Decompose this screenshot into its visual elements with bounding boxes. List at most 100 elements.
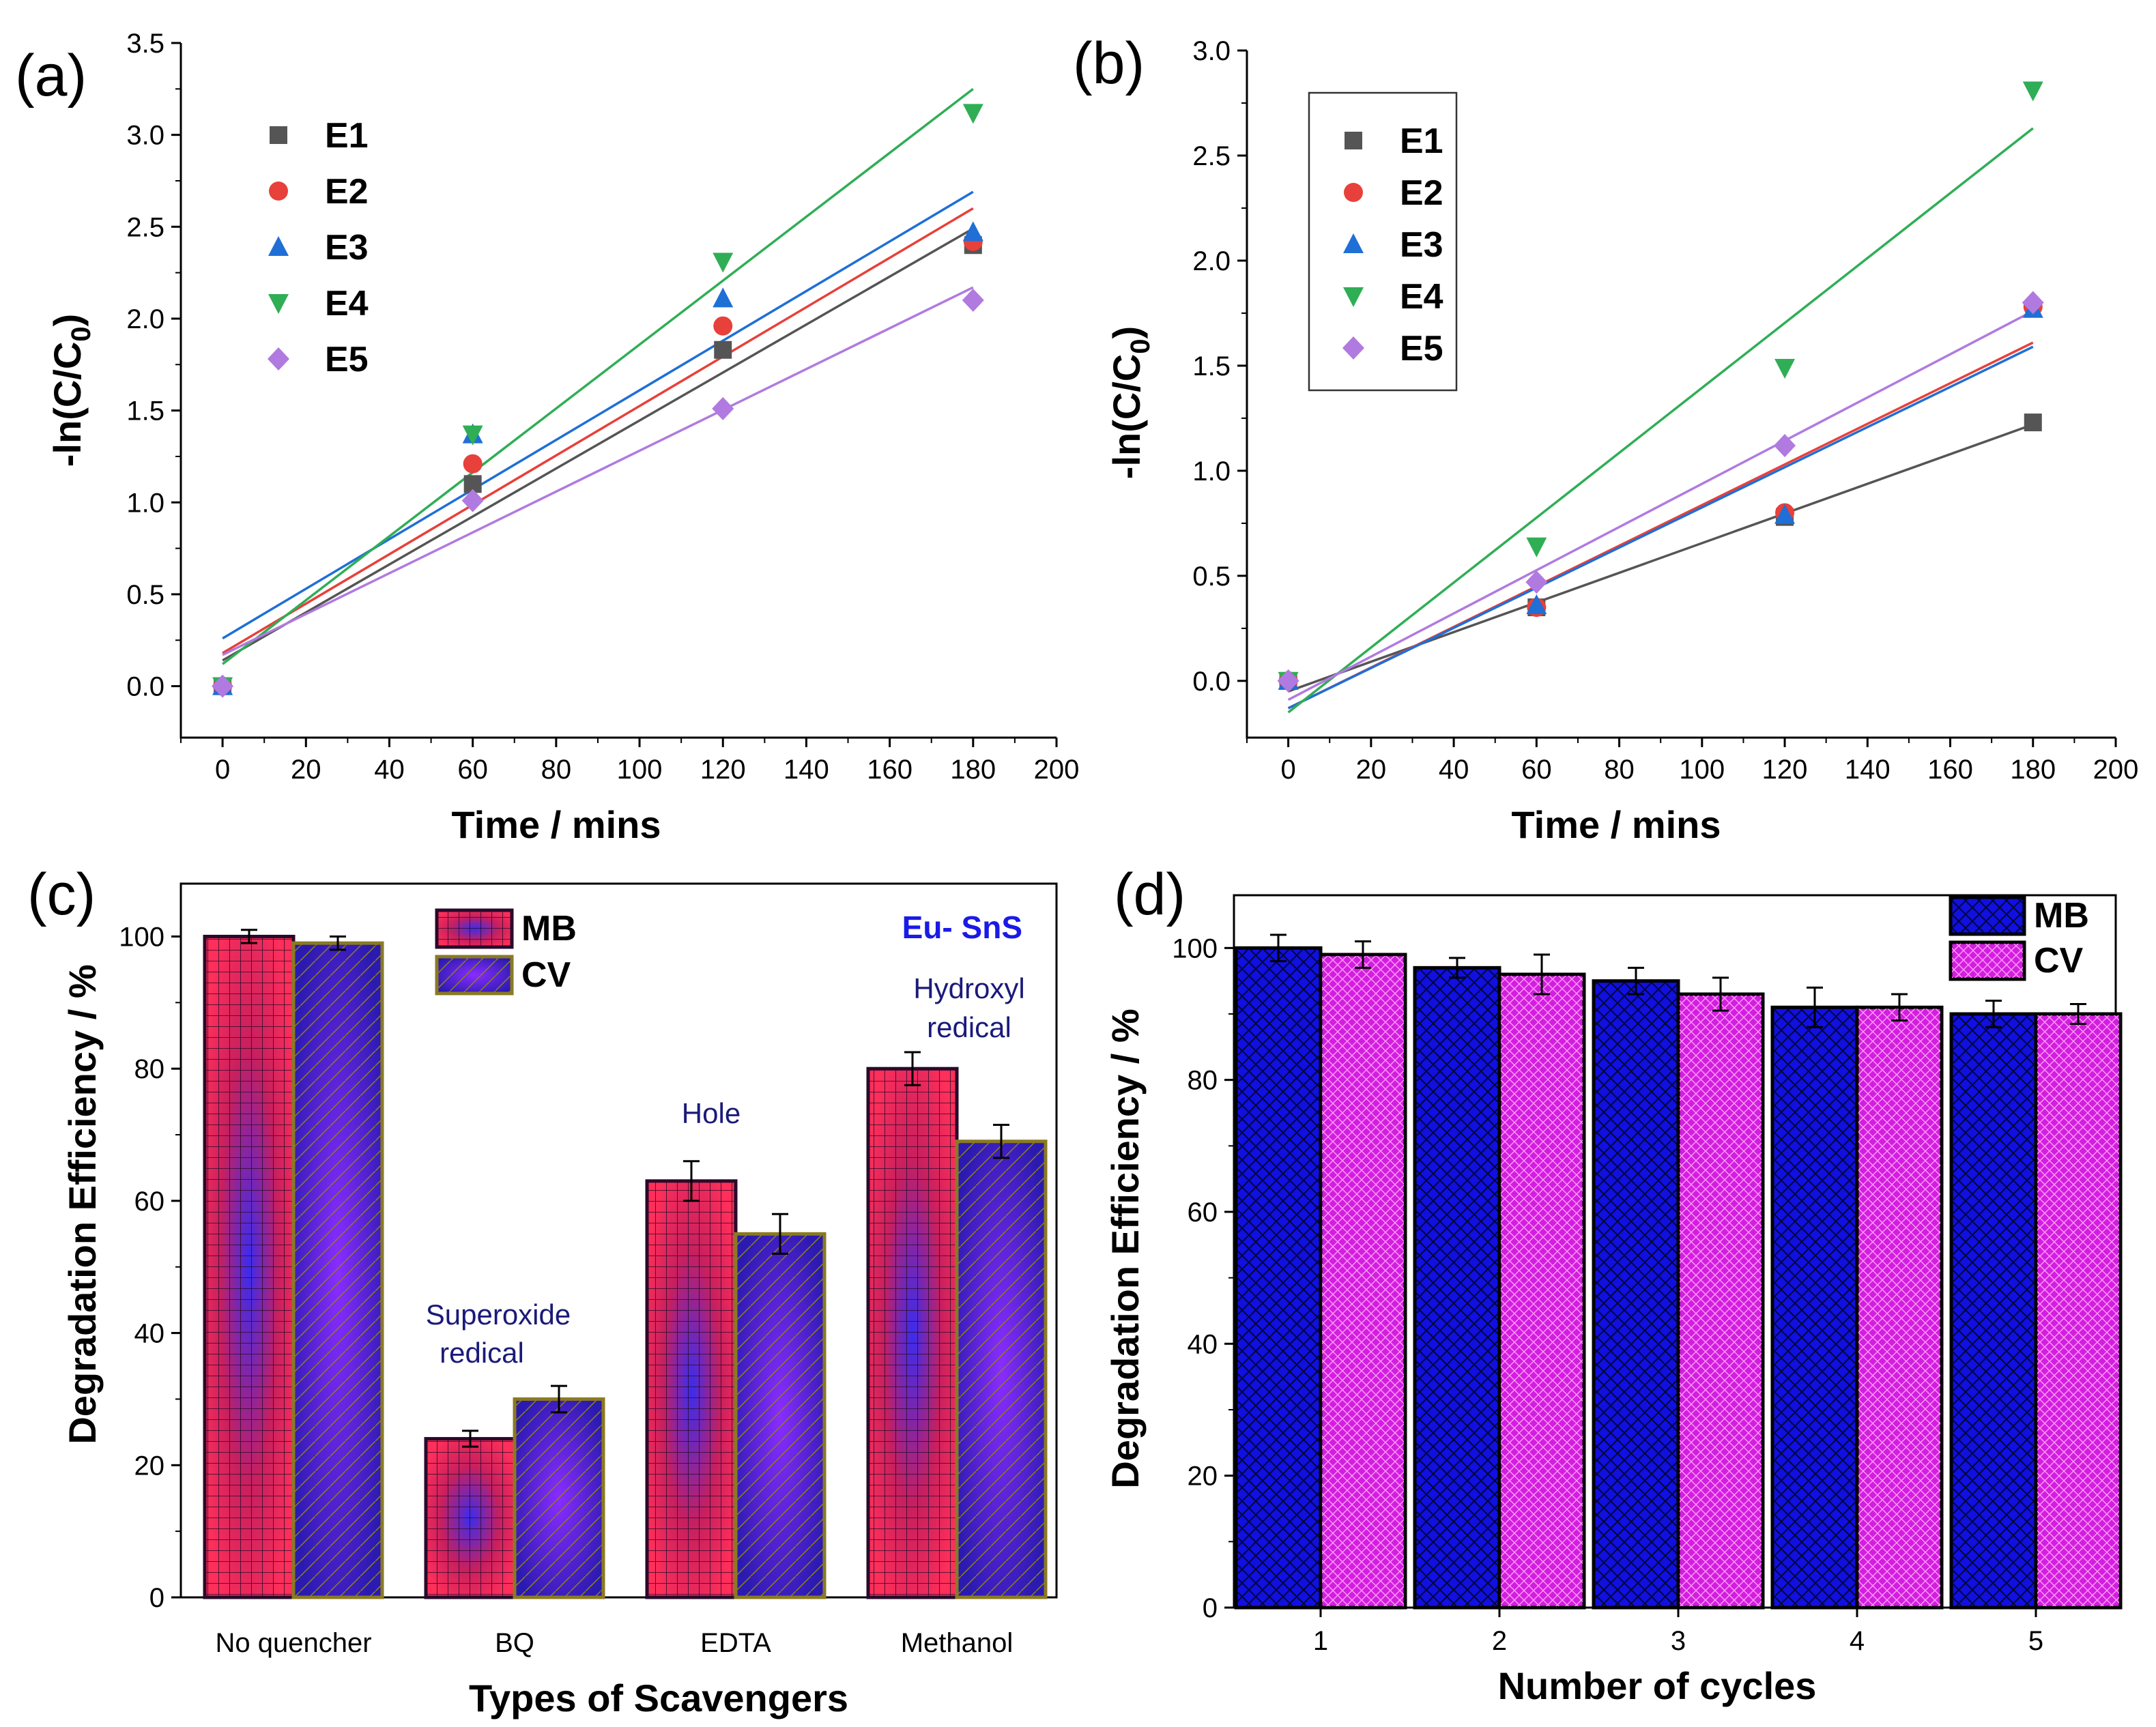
panel-c-x-axis-title: Types of Scavengers — [469, 1677, 848, 1719]
data-point-e5 — [2022, 291, 2044, 315]
legend-swatch-pattern — [1952, 944, 2023, 978]
x-tick-label: 140 — [1845, 755, 1891, 785]
legend-swatch-pattern — [438, 958, 511, 992]
x-tick-label: 140 — [784, 755, 829, 785]
category-label: 2 — [1492, 1626, 1507, 1656]
y-tick-label: 100 — [119, 922, 164, 952]
data-point-e5 — [962, 289, 984, 313]
panel-a-y-ticks: 0.0 0.5 1.0 1.5 2.0 2.5 3.0 3.5 — [126, 29, 181, 702]
panel-d-y-ticks: 0 20 40 60 80 100 — [1172, 933, 1234, 1623]
x-tick-label: 100 — [617, 755, 663, 785]
panel-b-y-axis-title: -ln(C/C0) — [1105, 326, 1155, 479]
x-tick-label: 0 — [1280, 755, 1295, 785]
fit-line-e5 — [222, 286, 974, 656]
y-tick-label: 20 — [1188, 1462, 1218, 1492]
data-point-e5 — [1525, 570, 1548, 594]
x-tick-label: 40 — [1439, 755, 1469, 785]
panel-c-plot-frame — [179, 882, 1058, 1599]
x-tick-label: 60 — [1521, 755, 1552, 785]
panel-b-chart: (b) 0.0 0.5 1.0 1.5 2.0 2.5 3.0 0 20 40 60 80 100 12… — [1073, 31, 2138, 846]
legend-marker-e2 — [269, 182, 288, 201]
fit-line-e3 — [1287, 345, 2034, 710]
data-point-e5 — [1774, 433, 1796, 457]
panel-c-annotation-superoxide-2: redical — [440, 1337, 524, 1369]
legend-label-e4: E4 — [325, 284, 369, 323]
panel-d-bars — [1234, 933, 2123, 1610]
x-tick-label: 120 — [700, 755, 746, 785]
x-tick-label: 160 — [867, 755, 912, 785]
legend-marker-e3 — [268, 236, 289, 256]
panel-c-annotation-hydroxyl: Hydroxyl — [913, 972, 1024, 1004]
y-tick-label: 3.0 — [1192, 36, 1231, 66]
y-tick-label: 2.5 — [1192, 141, 1231, 171]
bar-cv-2-pattern — [1501, 976, 1583, 1606]
legend-marker-e4 — [268, 294, 289, 314]
x-tick-label: 200 — [1034, 755, 1080, 785]
panel-b-data-points — [1277, 81, 2044, 693]
y-tick-label: 1.5 — [1192, 351, 1231, 381]
legend-label-e3: E3 — [1400, 225, 1443, 265]
fit-line-e2 — [222, 207, 974, 654]
bar-cv-5-pattern — [2037, 1015, 2119, 1606]
y-tick-label: 0.5 — [126, 580, 164, 610]
data-point-e5 — [461, 489, 484, 512]
bar-mb-3-pattern — [1595, 982, 1677, 1606]
x-tick-label: 180 — [2010, 755, 2056, 785]
legend-marker-e3 — [1343, 233, 1364, 253]
panel-a-x-ticks: 0 20 40 60 80 100 120 140 160 180 200 — [180, 738, 1080, 785]
panel-d-legend: MB CV — [1949, 895, 2089, 981]
category-label: 3 — [1671, 1626, 1686, 1656]
panel-a-legend: E1 E2 E3 E4 E5 — [268, 116, 369, 379]
x-tick-label: 160 — [1927, 755, 1973, 785]
y-tick-label: 0.5 — [1192, 562, 1231, 592]
legend-label-cv: CV — [2034, 941, 2084, 981]
legend-label-e3: E3 — [325, 228, 369, 267]
bar-mb-bq-pattern — [427, 1440, 513, 1596]
y-tick-label: 100 — [1172, 933, 1218, 963]
bar-cv-bq-pattern — [516, 1400, 602, 1596]
y-tick-label: 2.5 — [126, 212, 164, 242]
panel-c-y-ticks: 0 20 40 60 80 100 — [119, 922, 181, 1613]
panel-b-x-axis-title: Time / mins — [1511, 803, 1721, 846]
bar-mb-4-pattern — [1774, 1008, 1856, 1606]
data-point-e2 — [713, 316, 733, 336]
panel-d-y-axis-title: Degradation Efficiency / % — [1104, 1008, 1147, 1488]
y-tick-label: 3.5 — [126, 29, 164, 59]
panel-b-fit-lines — [1287, 127, 2034, 714]
legend-swatch-pattern — [1952, 899, 2023, 933]
category-label: Methanol — [901, 1628, 1014, 1658]
panel-a-plot-frame — [179, 43, 1057, 739]
fit-line-e4 — [222, 87, 974, 665]
panel-d-tag: (d) — [1114, 862, 1185, 927]
y-tick-label: 0.0 — [126, 672, 164, 702]
legend-label-e5: E5 — [1400, 329, 1443, 368]
data-point-e2 — [463, 454, 483, 474]
panel-c-y-axis-title: Degradation Efficiency / % — [61, 964, 104, 1444]
data-point-e5 — [212, 674, 234, 698]
panel-a-data-points — [212, 104, 984, 698]
x-tick-label: 120 — [1762, 755, 1808, 785]
panel-a-tag: (a) — [15, 43, 87, 108]
y-tick-label: 1.5 — [126, 396, 164, 426]
legend-label-e4: E4 — [1400, 277, 1443, 317]
data-point-e3 — [1526, 594, 1547, 614]
data-point-e4 — [962, 104, 983, 124]
data-point-e3 — [962, 221, 983, 242]
y-tick-label: 0.0 — [1192, 667, 1231, 697]
data-point-e4 — [1774, 359, 1796, 379]
y-tick-label: 40 — [1188, 1329, 1218, 1359]
category-label: 5 — [2028, 1626, 2043, 1656]
data-point-e3 — [1774, 504, 1796, 524]
legend-label-mb: MB — [2034, 896, 2089, 935]
y-tick-label: 3.0 — [126, 121, 164, 151]
bar-cv-4-pattern — [1858, 1008, 1940, 1606]
x-tick-label: 200 — [2093, 755, 2139, 785]
bar-mb-2-pattern — [1416, 969, 1498, 1606]
y-tick-label: 0 — [149, 1583, 164, 1613]
data-point-e4 — [713, 252, 734, 273]
bar-mb-methanol-pattern — [869, 1070, 955, 1596]
legend-label-e5: E5 — [325, 340, 369, 379]
bar-cv-1-pattern — [1322, 956, 1404, 1606]
data-point-e5 — [712, 396, 734, 420]
legend-label-cv: CV — [521, 955, 571, 995]
